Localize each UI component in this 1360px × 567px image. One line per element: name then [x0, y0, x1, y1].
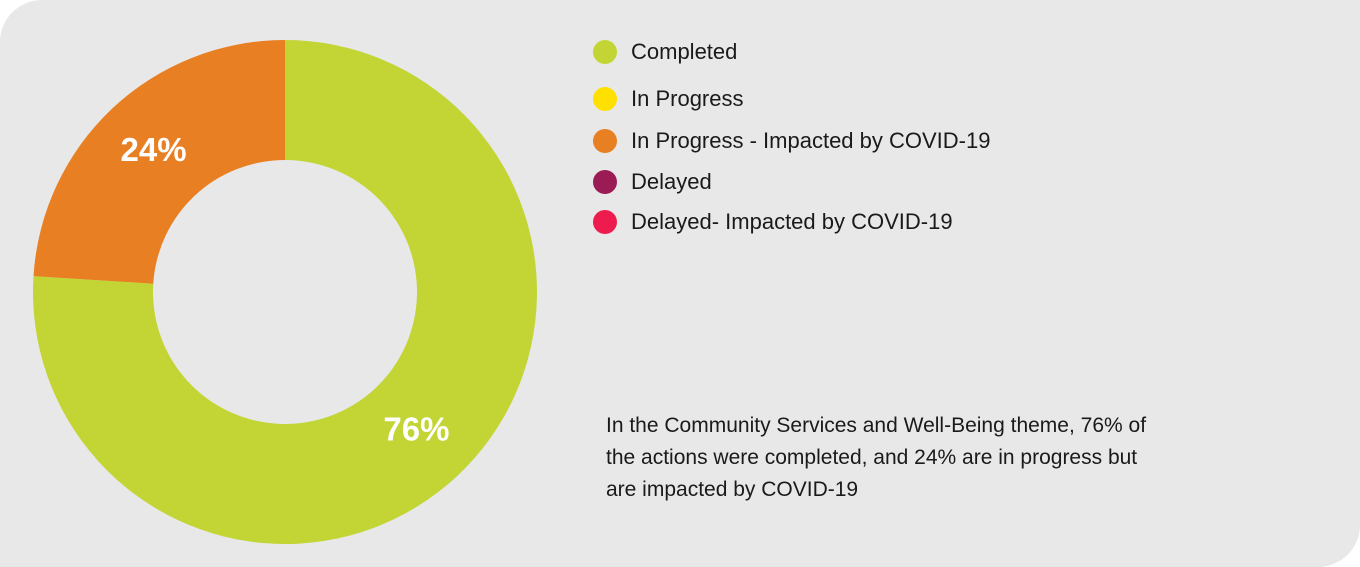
donut-slice	[32, 40, 537, 544]
legend-swatch	[593, 129, 617, 153]
legend-swatch	[593, 170, 617, 194]
donut-slice	[33, 40, 285, 284]
legend-label: In Progress	[631, 86, 744, 111]
legend-label: Delayed- Impacted by COVID-19	[631, 209, 953, 234]
legend-swatch	[593, 40, 617, 64]
value-label: 76%	[383, 411, 449, 448]
legend-label: In Progress - Impacted by COVID-19	[631, 128, 990, 153]
legend-label: Delayed	[631, 169, 712, 194]
annotation: In the Community Services and Well-Being…	[606, 414, 1147, 501]
legend-swatch	[593, 210, 617, 234]
legend-label: Completed	[631, 39, 737, 64]
value-label: 24%	[121, 131, 187, 168]
legend-swatch	[593, 87, 617, 111]
